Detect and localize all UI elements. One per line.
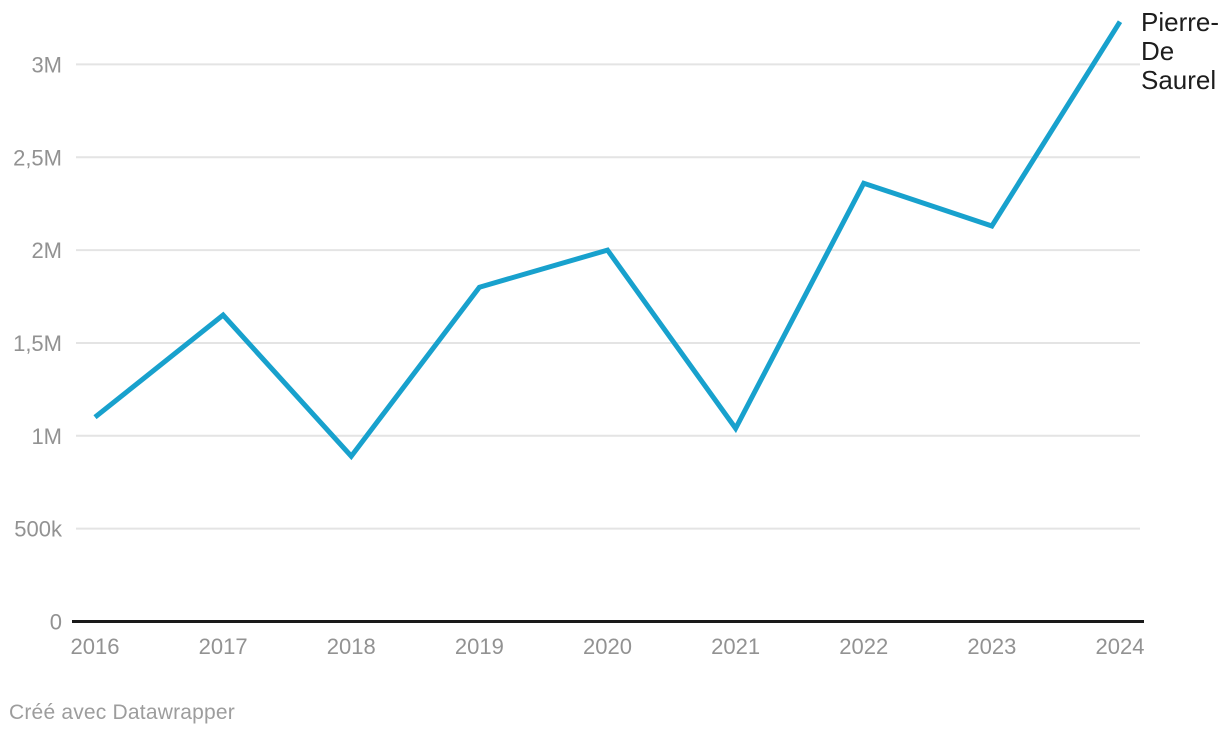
y-axis-tick-label: 1M bbox=[31, 424, 62, 449]
y-axis-tick-label: 2,5M bbox=[13, 145, 62, 170]
x-axis-tick-label: 2020 bbox=[583, 634, 632, 659]
x-axis-tick-label: 2016 bbox=[71, 634, 120, 659]
y-axis-tick-label: 1,5M bbox=[13, 331, 62, 356]
x-axis-tick-label: 2019 bbox=[455, 634, 504, 659]
x-axis-tick-label: 2023 bbox=[967, 634, 1016, 659]
x-axis-tick-label: 2017 bbox=[199, 634, 248, 659]
y-axis-tick-label: 0 bbox=[50, 610, 62, 635]
y-axis-tick-label: 2M bbox=[31, 238, 62, 263]
series-end-label-line: De bbox=[1141, 36, 1174, 66]
y-axis-tick-label: 3M bbox=[31, 52, 62, 77]
x-axis-tick-label: 2024 bbox=[1096, 634, 1145, 659]
series-line bbox=[93, 20, 1123, 461]
datawrapper-attribution: Créé avec Datawrapper bbox=[9, 701, 235, 724]
x-axis-tick-label: 2021 bbox=[711, 634, 760, 659]
series-end-label-line: Saurel bbox=[1141, 65, 1216, 95]
y-axis-tick-label: 500k bbox=[14, 517, 63, 542]
series-end-label-line: Pierre- bbox=[1141, 7, 1219, 37]
series-end-label: Pierre-De Saurel bbox=[1141, 7, 1219, 95]
x-axis-tick-label: 2018 bbox=[327, 634, 376, 659]
x-axis-tick-label: 2022 bbox=[839, 634, 888, 659]
